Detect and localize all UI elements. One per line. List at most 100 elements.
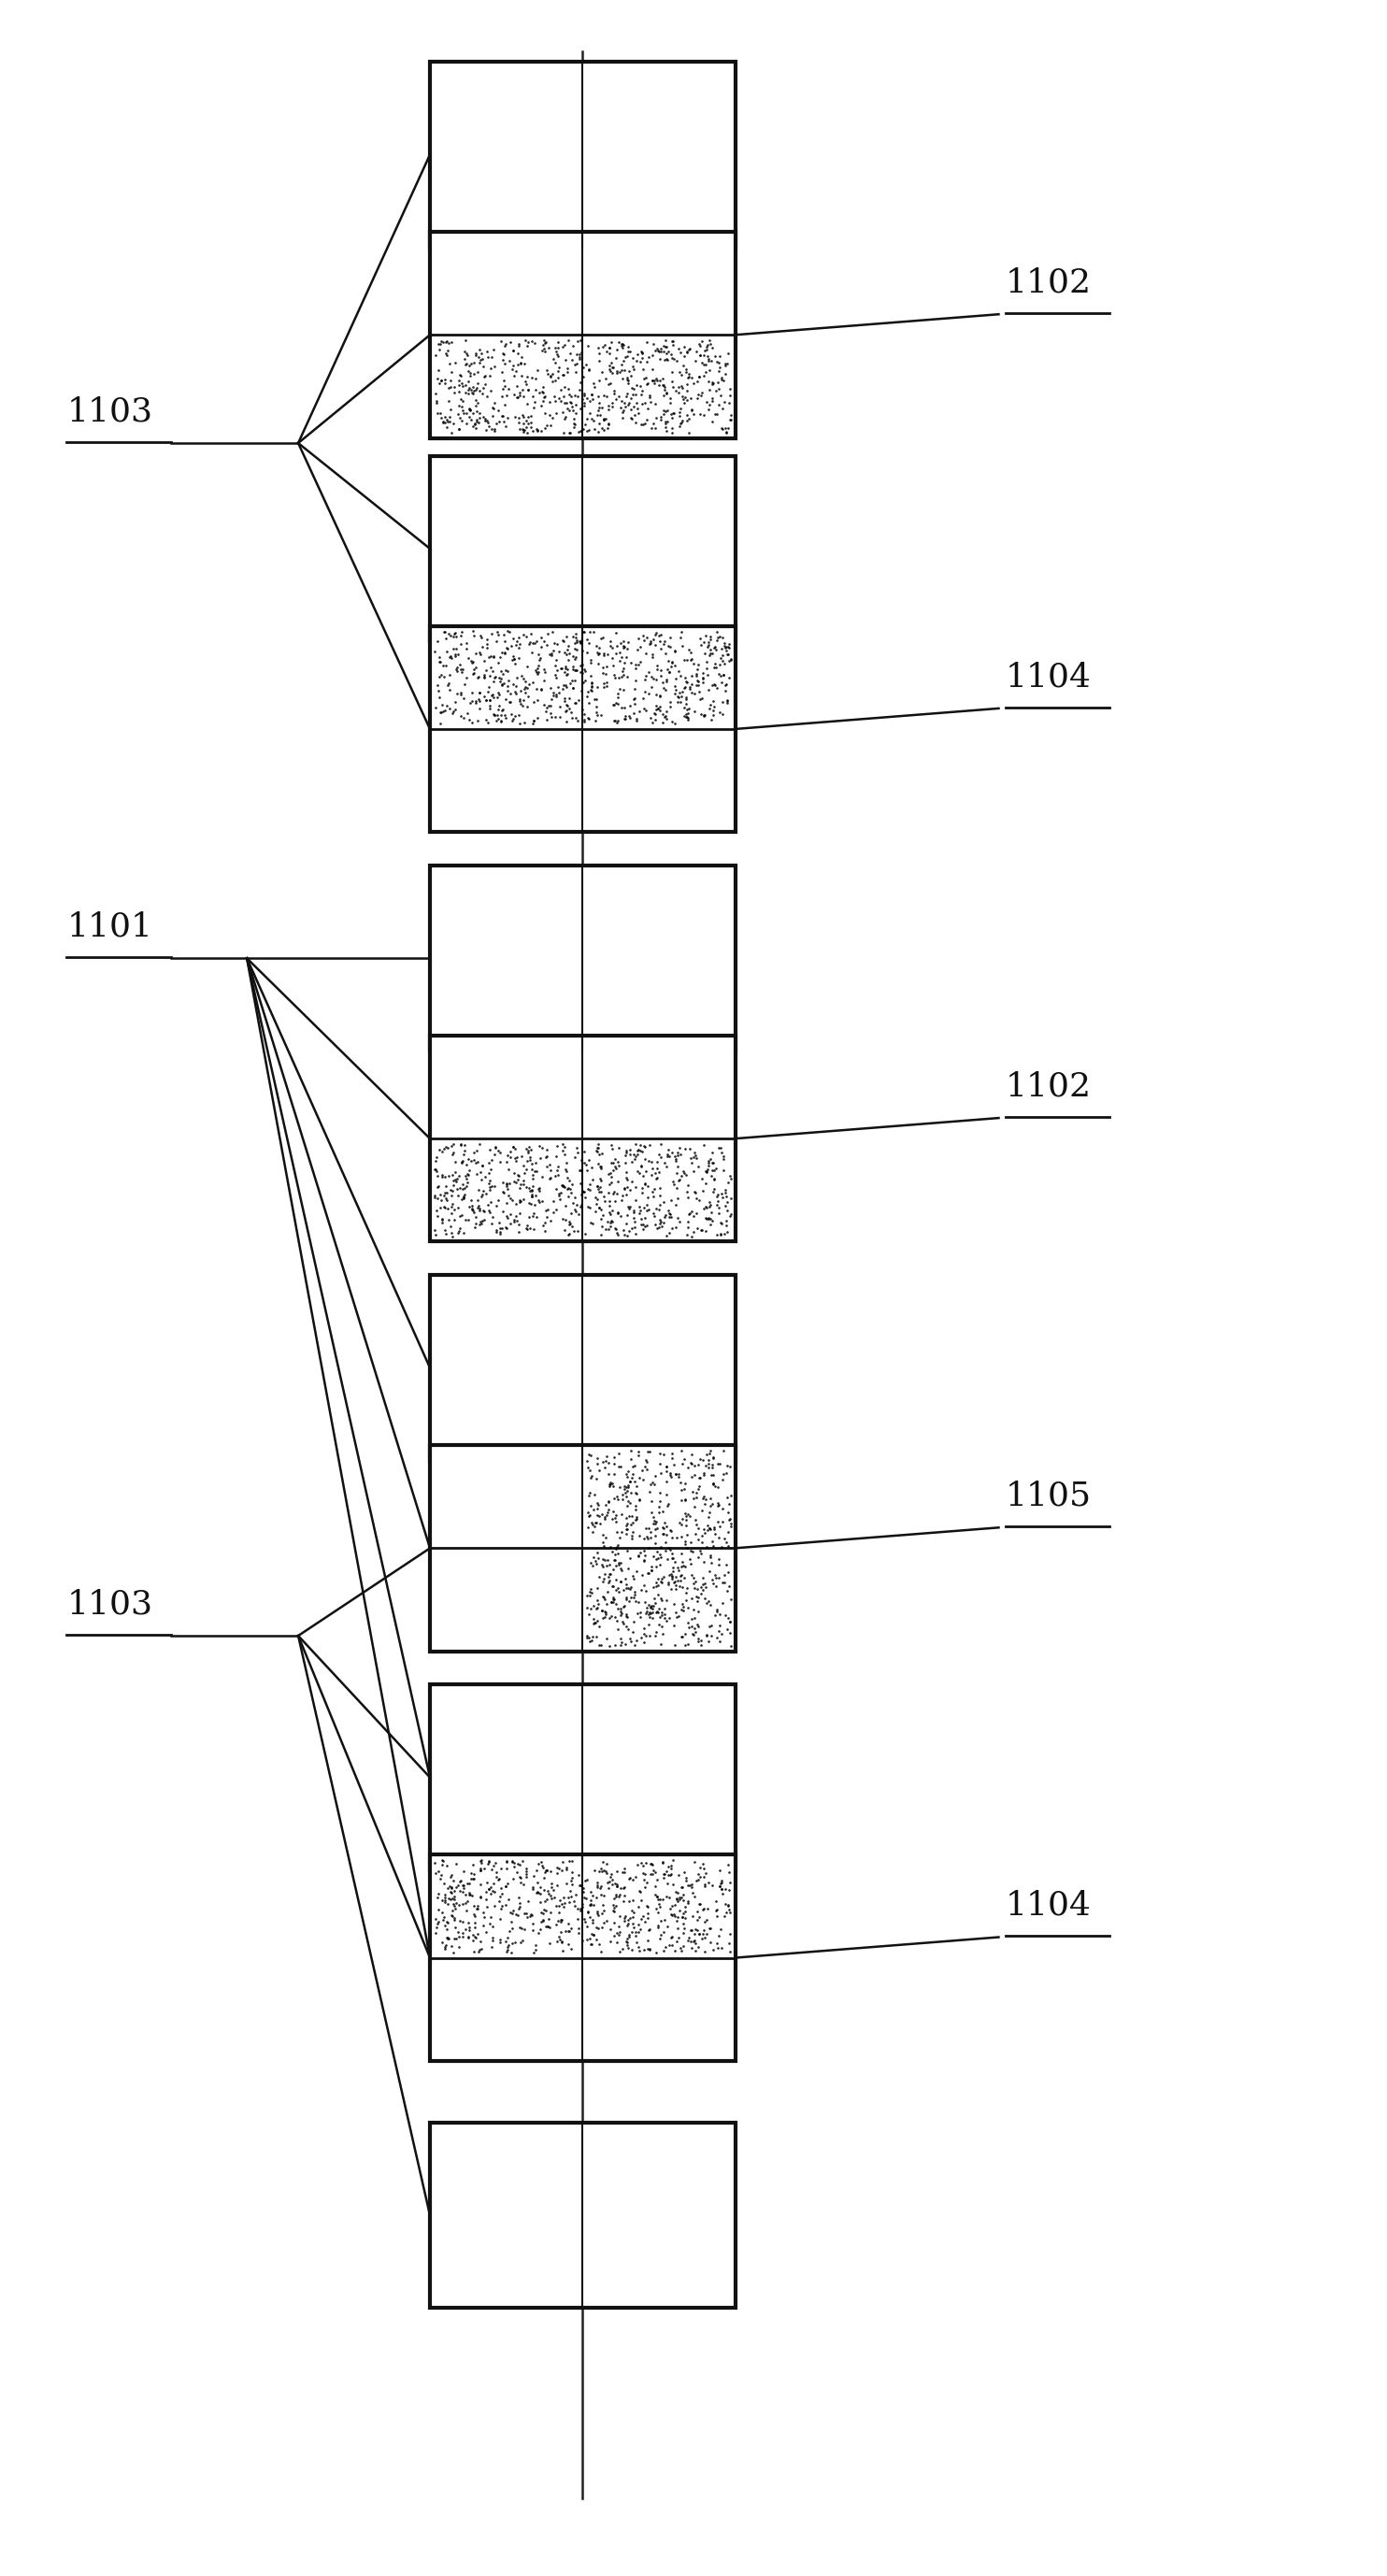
Point (510, 337, 533, 379)
Point (485, 621, 508, 662)
Point (591, 696, 613, 737)
Point (699, 1906, 721, 1947)
Point (680, 1190, 702, 1231)
Point (481, 1139, 503, 1180)
Point (616, 1595, 638, 1636)
Point (635, 690, 657, 732)
Point (649, 361, 671, 402)
Point (447, 1188, 469, 1229)
Point (663, 392, 685, 433)
Point (522, 1904, 544, 1945)
Point (473, 355, 495, 397)
Point (703, 1512, 725, 1553)
Point (596, 1862, 619, 1904)
Point (669, 1878, 691, 1919)
Point (670, 1504, 692, 1546)
Point (681, 1530, 703, 1571)
Point (438, 402, 460, 443)
Point (609, 631, 631, 672)
Point (617, 1914, 639, 1955)
Point (535, 1128, 558, 1170)
Point (616, 1471, 638, 1512)
Point (558, 1875, 580, 1917)
Point (591, 386, 613, 428)
Point (680, 639, 702, 680)
Point (663, 337, 685, 379)
Point (639, 1546, 662, 1587)
Point (716, 343, 738, 384)
Point (506, 657, 528, 698)
Point (488, 657, 510, 698)
Point (598, 402, 620, 443)
Point (634, 672, 656, 714)
Point (626, 1499, 648, 1540)
Point (630, 1880, 652, 1922)
Point (429, 1188, 451, 1229)
Point (698, 1440, 720, 1481)
Point (698, 1620, 720, 1662)
Point (603, 1625, 626, 1667)
Point (458, 1901, 480, 1942)
Point (675, 693, 698, 734)
Point (527, 1862, 549, 1904)
Point (560, 1860, 583, 1901)
Point (555, 1149, 577, 1190)
Point (601, 343, 623, 384)
Point (458, 368, 480, 410)
Point (438, 654, 460, 696)
Point (699, 685, 721, 726)
Point (700, 381, 723, 422)
Point (508, 626, 530, 667)
Point (616, 1502, 638, 1543)
Point (477, 670, 499, 711)
Point (598, 1190, 620, 1231)
Point (684, 1569, 706, 1610)
Point (641, 657, 663, 698)
Point (474, 363, 497, 404)
Point (621, 1141, 644, 1182)
Point (620, 1208, 642, 1249)
Point (598, 1443, 620, 1484)
Point (663, 1561, 685, 1602)
Point (702, 1564, 724, 1605)
Point (497, 1133, 519, 1175)
Point (605, 611, 627, 652)
Point (519, 1896, 541, 1937)
Point (613, 688, 635, 729)
Point (589, 394, 612, 435)
Point (630, 1842, 652, 1883)
Point (694, 634, 716, 675)
Point (576, 1587, 598, 1628)
Point (442, 371, 465, 412)
Point (645, 1875, 667, 1917)
Point (513, 1909, 535, 1950)
Point (657, 1878, 680, 1919)
Point (652, 1613, 674, 1654)
Point (570, 623, 592, 665)
Point (441, 1855, 463, 1896)
Point (431, 1844, 454, 1886)
Point (684, 1133, 706, 1175)
Point (535, 685, 558, 726)
Point (544, 1157, 566, 1198)
Point (566, 322, 588, 363)
Point (641, 1855, 663, 1896)
Point (624, 1917, 646, 1958)
Point (451, 399, 473, 440)
Point (541, 696, 563, 737)
Point (544, 327, 566, 368)
Point (659, 1888, 681, 1929)
Point (451, 386, 473, 428)
Point (670, 1929, 692, 1971)
Point (459, 1180, 481, 1221)
Point (614, 696, 637, 737)
Point (560, 659, 583, 701)
Point (495, 680, 517, 721)
Point (610, 1595, 632, 1636)
Point (688, 322, 710, 363)
Point (566, 629, 588, 670)
Point (533, 621, 555, 662)
Point (484, 657, 506, 698)
Point (538, 381, 560, 422)
Point (524, 1175, 546, 1216)
